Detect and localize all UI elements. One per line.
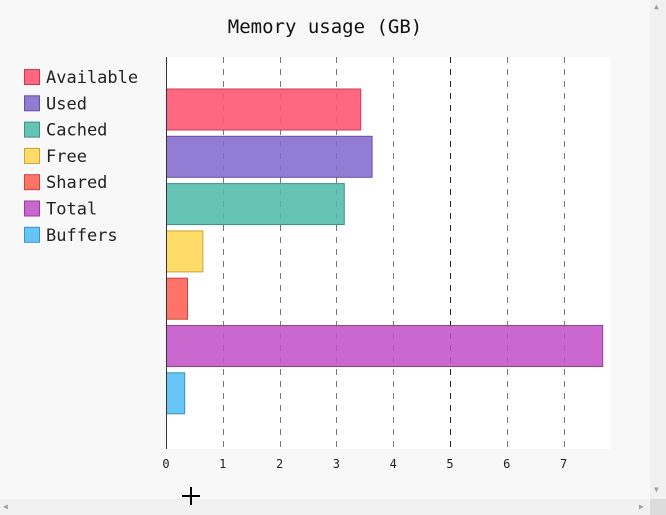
scroll-down-arrow-icon[interactable]: ▼ [654, 485, 659, 494]
bars [166, 88, 604, 415]
legend-swatch-used[interactable] [24, 95, 40, 112]
bar-total[interactable] [166, 325, 604, 367]
legend-label-free[interactable]: Free [46, 147, 87, 167]
legend-label-available[interactable]: Available [46, 68, 138, 88]
x-tick-label: 0 [162, 457, 169, 471]
legend-swatch-cached[interactable] [24, 121, 40, 138]
bar-free[interactable] [166, 230, 204, 273]
scroll-up-arrow-icon[interactable]: ▲ [654, 2, 659, 11]
x-tick-label: 1 [219, 457, 226, 471]
x-tick-labels: 0 1 2 3 4 5 6 7 [162, 457, 567, 471]
scrollbar-corner [650, 499, 666, 515]
legend-swatch-buffers[interactable] [24, 226, 40, 243]
legend-label-total[interactable]: Total [46, 200, 97, 220]
bar-available[interactable] [166, 88, 362, 131]
x-tick-label: 7 [560, 457, 567, 471]
crosshair-cursor-icon [182, 487, 200, 505]
x-tick-label: 6 [503, 457, 510, 471]
bar-buffers[interactable] [166, 372, 186, 415]
legend-swatch-available[interactable] [24, 69, 40, 85]
legend-label-used[interactable]: Used [46, 94, 87, 114]
bar-shared[interactable] [166, 277, 189, 320]
horizontal-scrollbar[interactable]: ◀ ▶ [0, 499, 650, 515]
x-tick-label: 5 [446, 457, 453, 471]
x-tick-label: 2 [276, 457, 283, 471]
memory-usage-chart: Memory usage (GB) 0 1 2 3 4 5 6 7 Available Used… [24, 16, 604, 471]
legend[interactable]: Available Used Cached Free Shared Total Buffer… [24, 68, 139, 246]
legend-swatch-free[interactable] [24, 147, 40, 164]
bar-cached[interactable] [166, 183, 345, 226]
legend-swatch-shared[interactable] [24, 174, 40, 191]
vertical-scrollbar[interactable]: ▲ ▼ [650, 0, 666, 499]
legend-label-shared[interactable]: Shared [46, 173, 107, 193]
legend-label-cached[interactable]: Cached [46, 121, 107, 141]
bar-used[interactable] [166, 135, 373, 178]
scroll-left-arrow-icon[interactable]: ◀ [3, 502, 8, 511]
scroll-right-arrow-icon[interactable]: ▶ [639, 502, 644, 511]
legend-label-buffers[interactable]: Buffers [46, 226, 118, 246]
legend-swatch-total[interactable] [24, 200, 40, 217]
x-tick-label: 4 [390, 457, 397, 471]
x-tick-label: 3 [333, 457, 340, 471]
chart-title: Memory usage (GB) [228, 16, 422, 38]
